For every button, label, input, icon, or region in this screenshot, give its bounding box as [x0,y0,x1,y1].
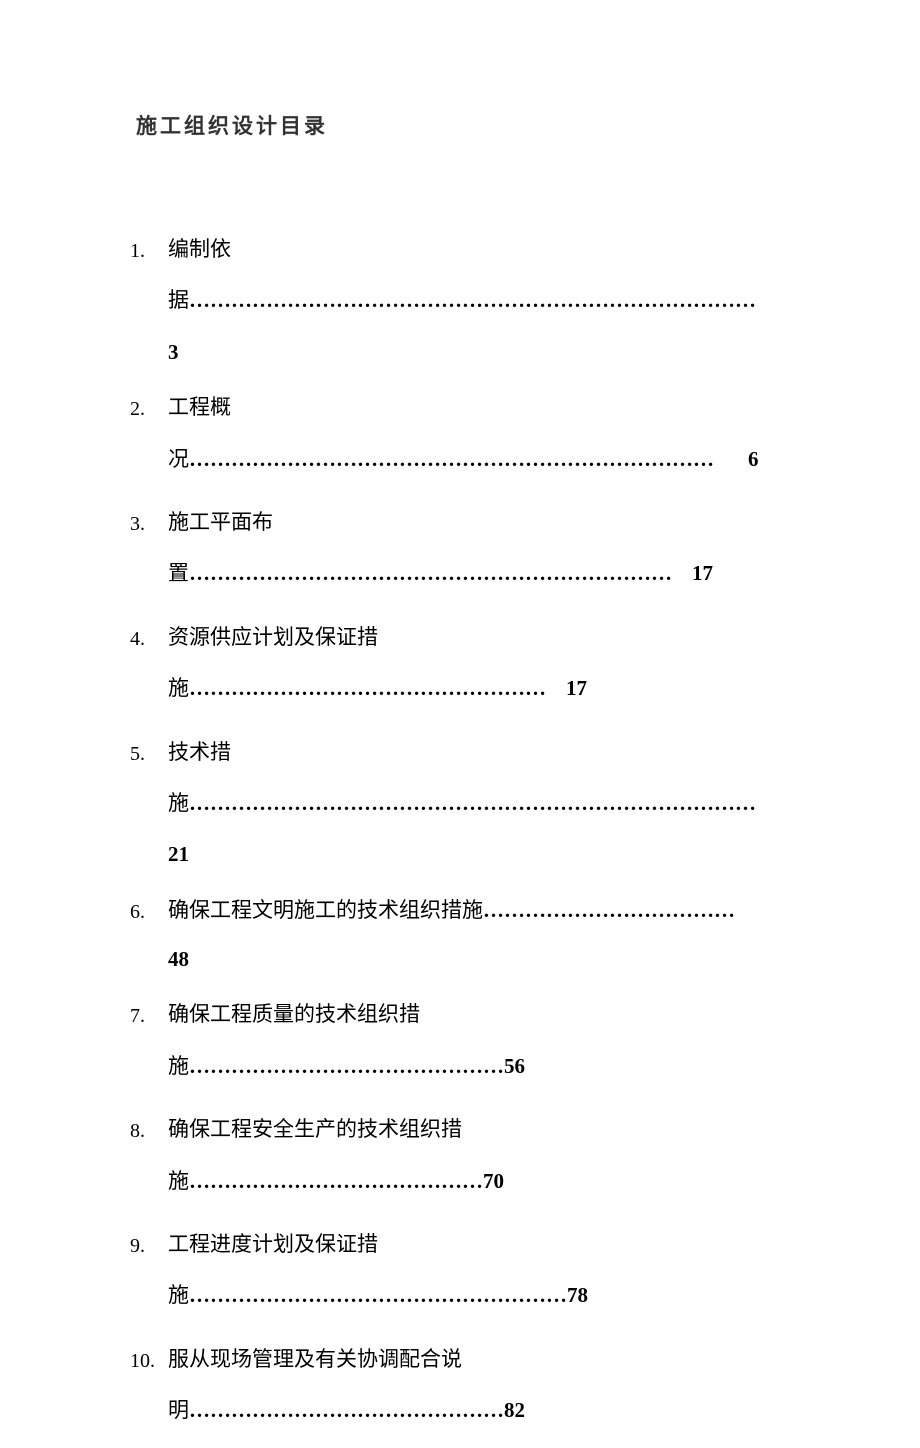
toc-content: 技术措施……………………………………………………………………… 21 [168,738,790,884]
toc-text-line2: 施………………………………………56 [168,1052,790,1081]
toc-item: 4.资源供应计划及保证措施……………………………………………17 [130,623,790,726]
toc-number: 10. [130,1345,168,1448]
toc-page: 3 [168,338,790,367]
toc-number: 9. [130,1230,168,1333]
page-title: 施工组织设计目录 [136,110,790,140]
toc-content: 服从现场管理及有关协调配合说明………………………………………82 [168,1345,790,1448]
toc-content: 确保工程安全生产的技术组织措施……………………………………70 [168,1115,790,1218]
toc-text-line1: 资源供应计划及保证措 [168,623,790,652]
toc-page: 17 [546,674,587,703]
toc-number: 8. [130,1115,168,1218]
toc-number: 7. [130,1000,168,1103]
toc-item: 7.确保工程质量的技术组织措施………………………………………56 [130,1000,790,1103]
toc-prefix: 况 [168,445,189,474]
toc-content: 施工平面布置……………………………………………………………17 [168,508,790,611]
toc-text-line2: 施………………………………………………78 [168,1281,790,1310]
toc-number: 3. [130,508,168,611]
toc-dots: …………………………………………… [189,674,546,703]
toc-content: 工程进度计划及保证措施………………………………………………78 [168,1230,790,1333]
toc-prefix: 施 [168,1167,189,1196]
toc-dots: …………………………………… [189,1167,483,1196]
toc-text-line1: 编制依 [168,235,790,264]
toc-number: 4. [130,623,168,726]
toc-number: 6. [130,896,168,989]
toc-page: 6 [714,445,759,474]
toc-text-line1: 服从现场管理及有关协调配合说 [168,1345,790,1374]
toc-dots: …………………………………………………………… [189,559,672,588]
toc-text-line2: 施……………………………………………17 [168,674,790,703]
toc-number: 1. [130,235,168,381]
toc-prefix: 施 [168,1052,189,1081]
toc-item: 1.编制依据……………………………………………………………………… 3 [130,235,790,381]
toc-page: 17 [672,559,713,588]
toc-text-line1: 施工平面布 [168,508,790,537]
toc-item: 2.工程概况…………………………………………………………………6 [130,393,790,496]
toc-text-line2: 施……………………………………………………………………… [168,789,790,818]
toc-item: 5.技术措施……………………………………………………………………… 21 [130,738,790,884]
toc-dots: ……………………………………………………………………… [189,286,756,315]
toc-dots: ……………………………………… [189,1396,504,1425]
toc-text-line2: 施……………………………………70 [168,1167,790,1196]
toc-page: 56 [504,1052,525,1081]
toc-page: 21 [168,840,790,869]
toc-content: 确保工程质量的技术组织措施………………………………………56 [168,1000,790,1103]
toc-list: 1.编制依据………………………………………………………………………32.工程概况… [130,235,790,1448]
toc-text-line1: 确保工程质量的技术组织措 [168,1000,790,1029]
toc-content: 编制依据……………………………………………………………………… 3 [168,235,790,381]
toc-prefix: 明 [168,1396,189,1425]
toc-item: 6.确保工程文明施工的技术组织措施……………………………… 48 [130,896,790,989]
toc-prefix: 确保工程文明施工的技术组织措施 [168,896,483,925]
toc-text-line2: 置……………………………………………………………17 [168,559,790,588]
toc-dots: ……………………………… [483,896,735,925]
toc-prefix: 置 [168,559,189,588]
toc-prefix: 施 [168,1281,189,1310]
toc-content: 工程概况…………………………………………………………………6 [168,393,790,496]
toc-content: 资源供应计划及保证措施……………………………………………17 [168,623,790,726]
toc-text-line2: 明………………………………………82 [168,1396,790,1425]
toc-page: 82 [504,1396,525,1425]
toc-number: 5. [130,738,168,884]
toc-page: 70 [483,1167,504,1196]
toc-prefix: 施 [168,674,189,703]
toc-item: 9.工程进度计划及保证措施………………………………………………78 [130,1230,790,1333]
toc-text-line1: 技术措 [168,738,790,767]
toc-item: 8.确保工程安全生产的技术组织措施……………………………………70 [130,1115,790,1218]
toc-dots: ……………………………………………………………………… [189,789,756,818]
toc-prefix: 施 [168,789,189,818]
toc-dots: ……………………………………… [189,1052,504,1081]
toc-text-line1: 确保工程文明施工的技术组织措施……………………………… [168,896,790,925]
toc-content: 确保工程文明施工的技术组织措施……………………………… 48 [168,896,790,989]
toc-text-line2: 况…………………………………………………………………6 [168,445,790,474]
toc-text-line1: 工程进度计划及保证措 [168,1230,790,1259]
toc-dots: ……………………………………………… [189,1281,567,1310]
toc-item: 3.施工平面布置……………………………………………………………17 [130,508,790,611]
toc-page: 48 [168,945,790,974]
toc-page: 78 [567,1281,588,1310]
toc-dots: ………………………………………………………………… [189,445,714,474]
toc-item: 10.服从现场管理及有关协调配合说明………………………………………82 [130,1345,790,1448]
toc-text-line1: 工程概 [168,393,790,422]
toc-number: 2. [130,393,168,496]
toc-text-line2: 据……………………………………………………………………… [168,286,790,315]
toc-text-line1: 确保工程安全生产的技术组织措 [168,1115,790,1144]
toc-prefix: 据 [168,286,189,315]
